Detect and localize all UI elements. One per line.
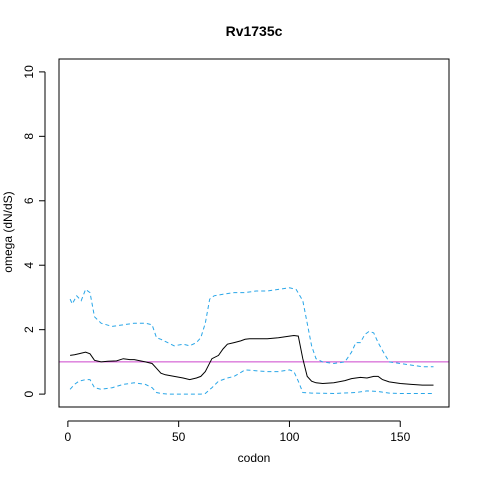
y-tick-label: 4 bbox=[22, 262, 36, 269]
chart-title: Rv1735c bbox=[226, 23, 283, 39]
series-line-lower-bound bbox=[69, 369, 434, 395]
y-tick-label: 10 bbox=[22, 65, 36, 79]
y-axis-label: omega (dN/dS) bbox=[1, 191, 15, 272]
x-tick-label: 0 bbox=[65, 430, 72, 444]
y-tick-label: 2 bbox=[22, 326, 36, 333]
plot-frame bbox=[58, 58, 450, 408]
x-tick-label: 100 bbox=[279, 430, 299, 444]
y-tick-label: 0 bbox=[22, 390, 36, 397]
y-tick-label: 8 bbox=[22, 133, 36, 140]
series-line-omega bbox=[70, 334, 434, 386]
x-tick-label: 150 bbox=[390, 430, 410, 444]
x-axis-label: codon bbox=[238, 451, 271, 465]
x-tick-label: 50 bbox=[172, 430, 186, 444]
series-line-upper-bound bbox=[69, 287, 434, 368]
y-tick-label: 6 bbox=[22, 197, 36, 204]
plot-layer: 0 50 100 150 0 2 4 6 8 10 bbox=[22, 65, 449, 444]
